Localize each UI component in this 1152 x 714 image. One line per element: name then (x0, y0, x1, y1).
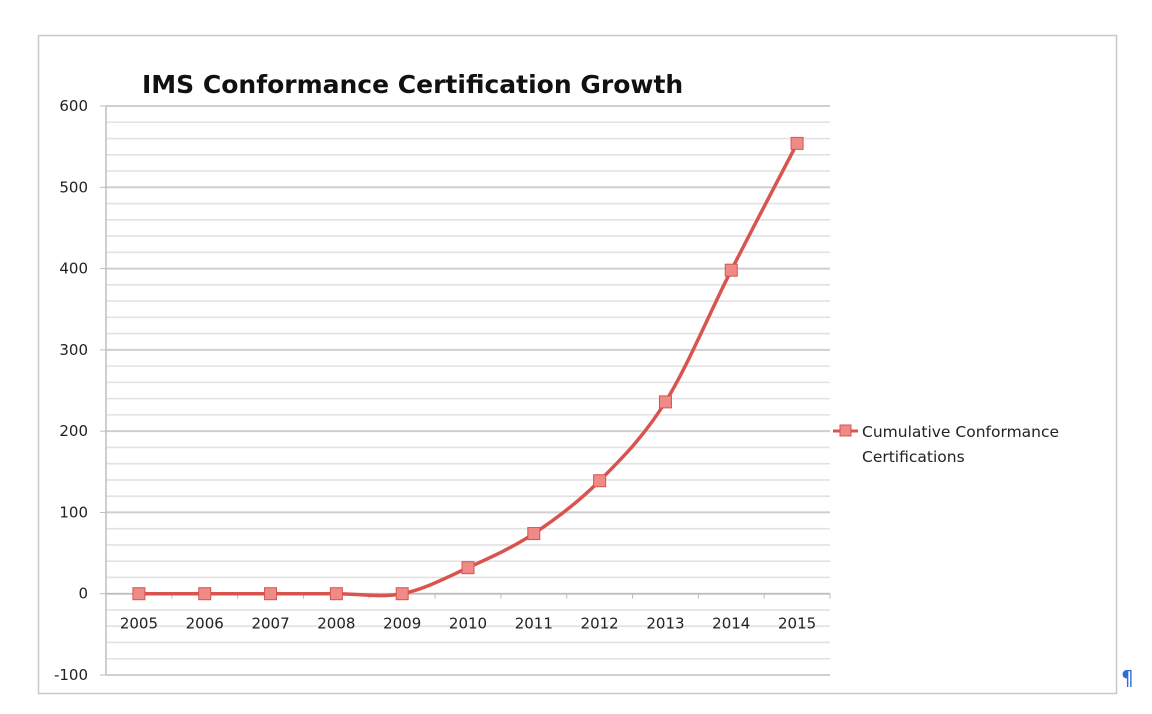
x-tick-label: 2013 (646, 615, 684, 633)
data-point-marker (658, 395, 672, 409)
y-tick-label: 500 (59, 178, 88, 196)
x-tick-label: 2010 (449, 615, 487, 633)
series-line (138, 142, 799, 598)
x-tick-label: 2009 (383, 615, 421, 633)
x-tick-label: 2007 (251, 615, 289, 633)
x-tick-label: 2005 (120, 615, 158, 633)
x-tick-label: 2015 (778, 615, 816, 633)
x-tick-label: 2014 (712, 615, 750, 633)
data-point-marker (790, 136, 804, 150)
data-point-marker (132, 587, 146, 601)
y-tick-label: 600 (59, 97, 88, 115)
legend: Cumulative Conformance Certifications (833, 423, 1059, 466)
data-point-marker (198, 587, 212, 601)
legend-marker (839, 424, 852, 437)
y-tick-label: 100 (59, 503, 88, 521)
data-point-marker (395, 587, 409, 601)
x-tick-label: 2011 (515, 615, 553, 633)
data-point-marker (724, 263, 738, 277)
y-tick-label: 200 (59, 422, 88, 440)
legend-label-line1: Cumulative Conformance (862, 423, 1059, 441)
y-tick-label: 300 (59, 341, 88, 359)
data-point-marker (264, 587, 278, 601)
axes: -100 0 100 200 300 400 500 600 2005 2006 2007 2008 2… (54, 97, 831, 684)
data-point-marker (593, 474, 607, 488)
legend-label-line2: Certifications (862, 448, 965, 466)
paragraph-mark: ¶ (1121, 666, 1134, 690)
x-tick-label: 2012 (581, 615, 619, 633)
x-tick-label: 2006 (186, 615, 224, 633)
chart-frame (37, 34, 1118, 695)
y-tick-label: -100 (54, 666, 88, 684)
data-point-marker (461, 561, 475, 575)
series (132, 136, 804, 601)
chart-title: IMS Conformance Certification Growth (142, 70, 683, 99)
y-tick-label: 0 (78, 585, 88, 603)
data-point-marker (527, 527, 541, 541)
gridlines (106, 105, 830, 676)
data-point-marker (329, 587, 343, 601)
x-tick-label: 2008 (317, 615, 355, 633)
y-tick-label: 400 (59, 260, 88, 278)
